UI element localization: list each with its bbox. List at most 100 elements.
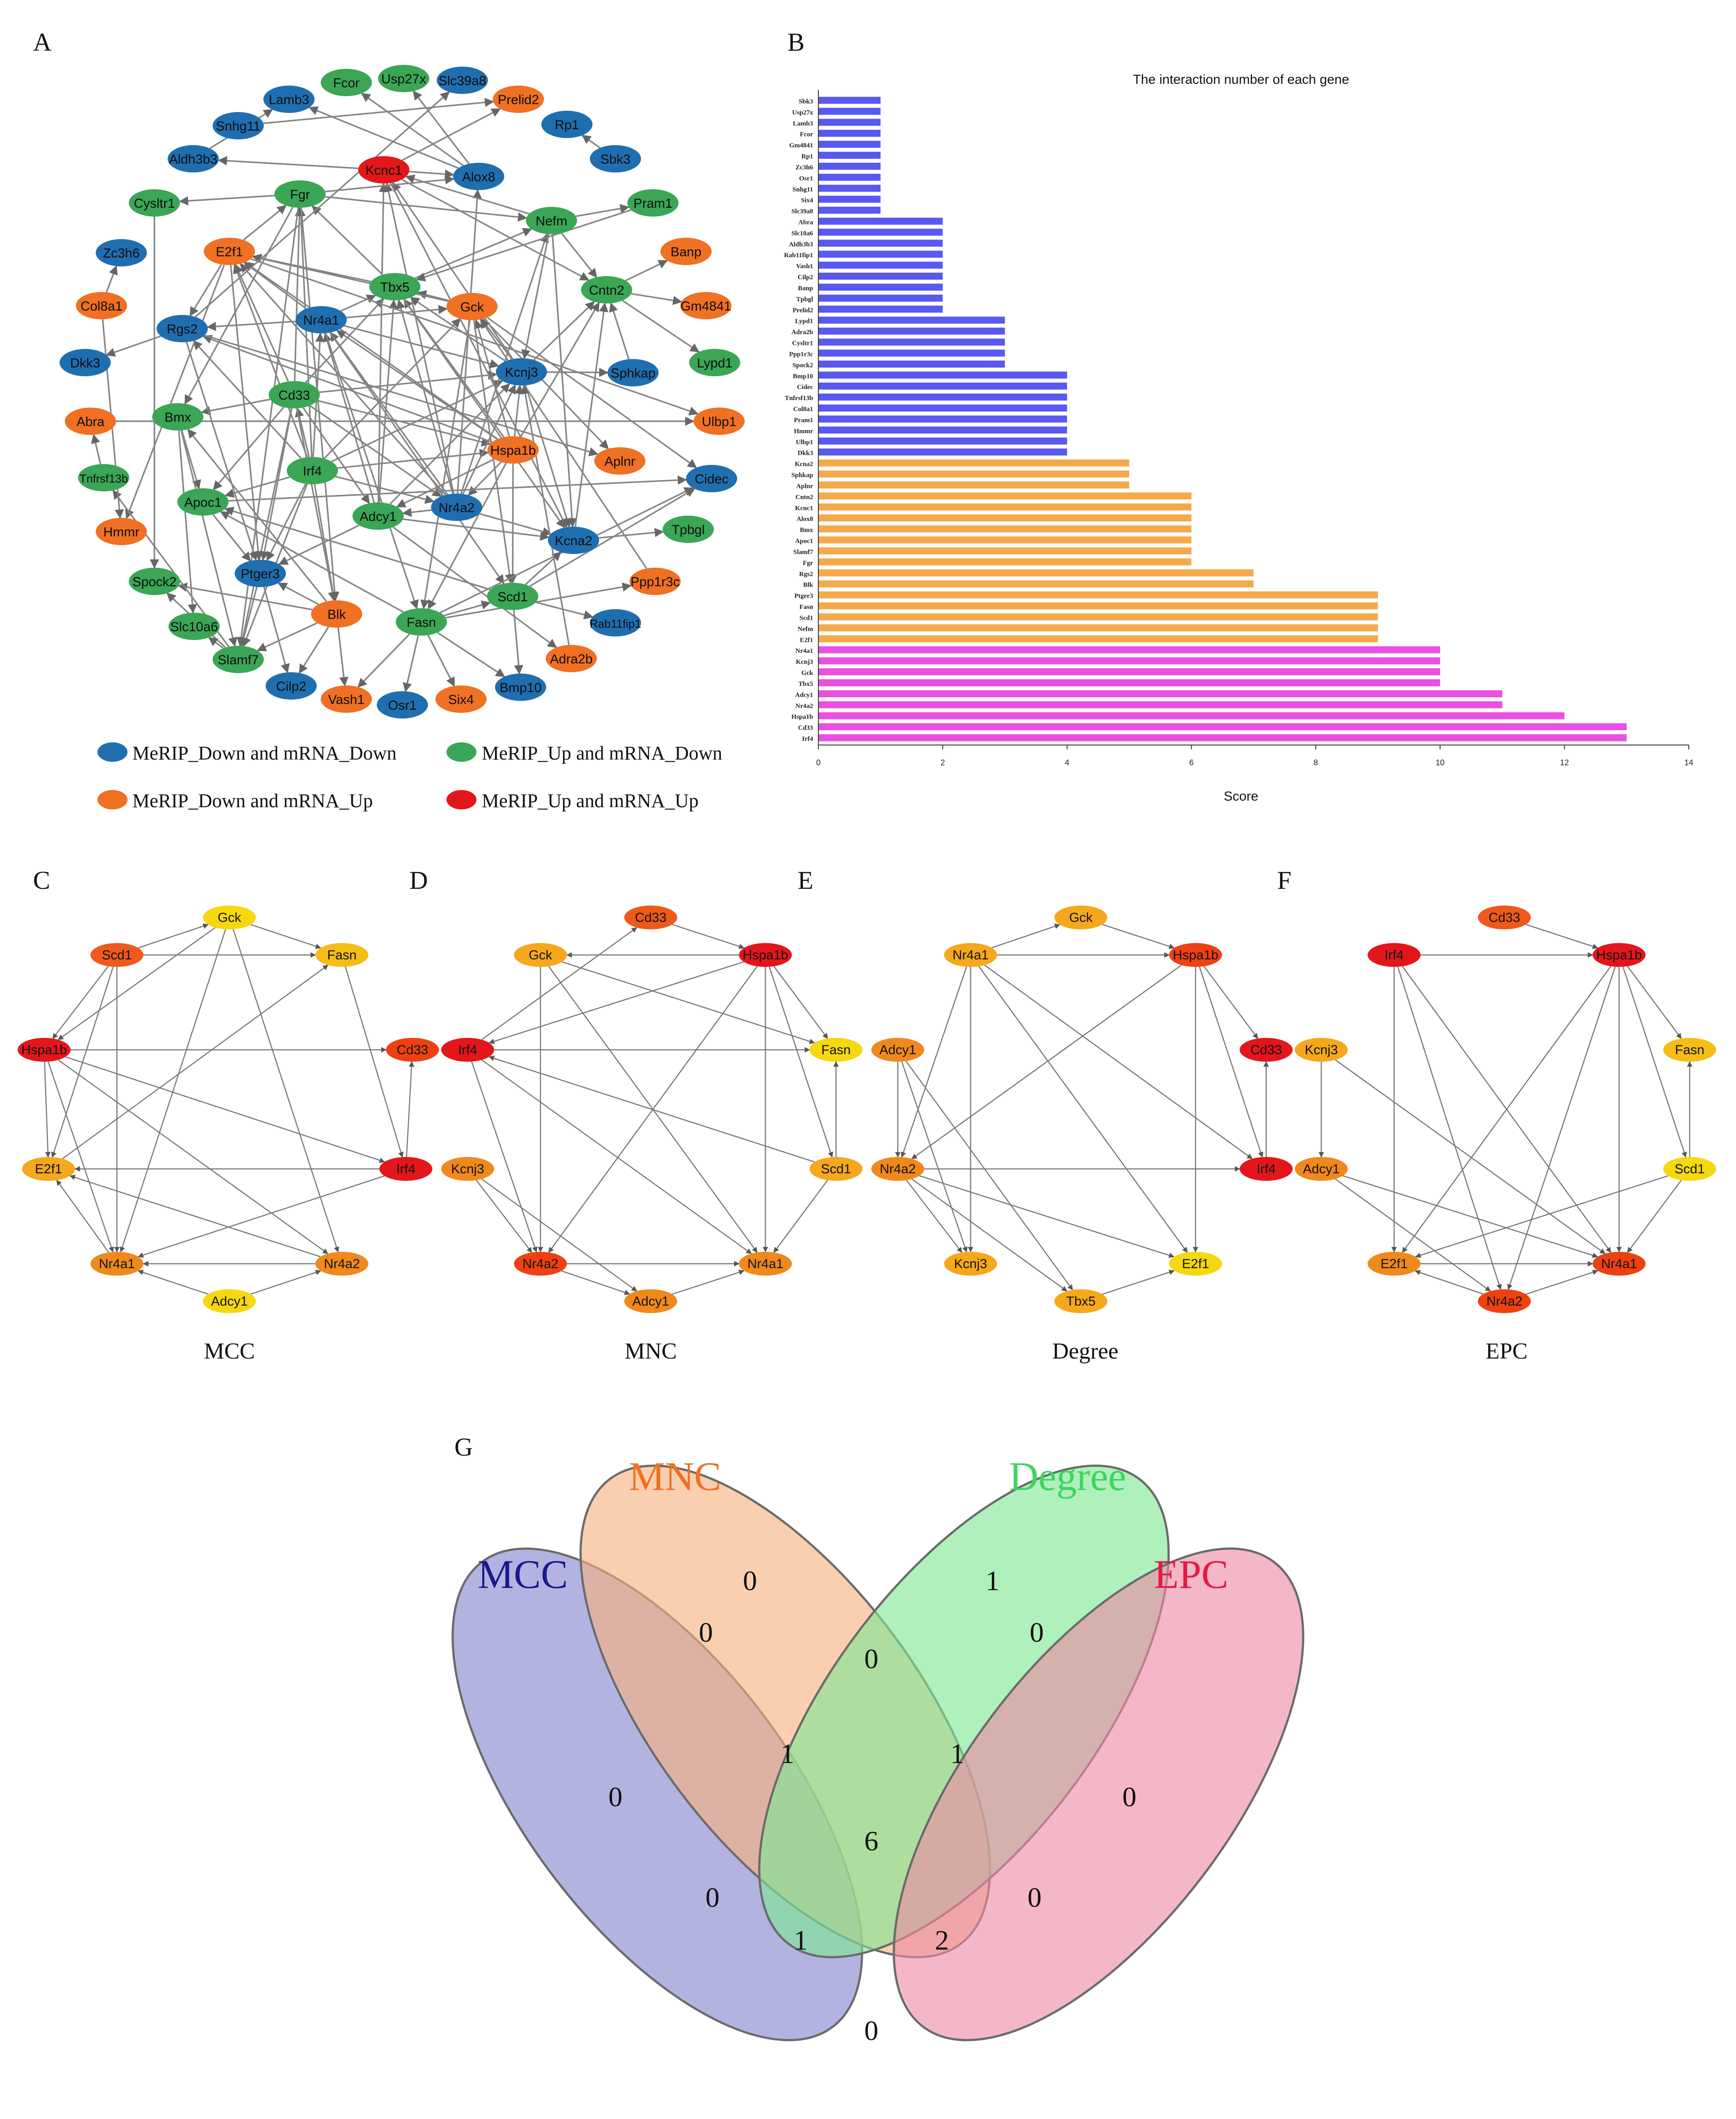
legend-swatch-down-up bbox=[97, 790, 127, 809]
subnetwork-edge bbox=[1627, 966, 1682, 1039]
network-a-edge bbox=[330, 332, 448, 495]
bar-label-e2f1: E2f1 bbox=[800, 636, 813, 644]
network-a-node-scd1: Scd1 bbox=[487, 583, 538, 610]
bar-label-slc39a8: Slc39a8 bbox=[791, 208, 813, 215]
network-a-node-label: Cilp2 bbox=[276, 679, 306, 694]
bar-cysltr1 bbox=[818, 338, 1005, 346]
subnetwork-node-nr4a1: Nr4a1 bbox=[90, 1252, 143, 1276]
network-a-edge bbox=[256, 622, 318, 651]
subnetwork-node-shape bbox=[1663, 1038, 1716, 1062]
subnetwork-edge bbox=[47, 1061, 114, 1253]
subnetwork-edge bbox=[69, 1175, 321, 1258]
subnetwork-edge bbox=[769, 966, 833, 1158]
network-a-node-label: Hspa1b bbox=[490, 443, 536, 458]
subnetwork-node-adcy1: Adcy1 bbox=[203, 1289, 256, 1313]
network-a-node-osr1: Osr1 bbox=[377, 691, 428, 719]
network-a-edge bbox=[296, 206, 313, 457]
network-a-edge bbox=[195, 91, 450, 318]
bar-label-slamf7: Slamf7 bbox=[793, 549, 814, 556]
subnetwork-node-nr4a1: Nr4a1 bbox=[944, 943, 997, 967]
network-a-node-label: Adra2b bbox=[550, 652, 593, 666]
subnetwork-edge bbox=[56, 1179, 109, 1253]
network-a-edge bbox=[427, 462, 507, 610]
x-tick-label: 4 bbox=[1065, 758, 1069, 767]
bar-label-blk: Blk bbox=[803, 582, 813, 589]
subnetwork-node-cd33: Cd33 bbox=[1478, 906, 1531, 929]
network-a-node-shape bbox=[311, 600, 362, 628]
network-a-node-zc3h6: Zc3h6 bbox=[96, 239, 147, 266]
network-a-node-label: Bmp10 bbox=[499, 681, 541, 695]
bar-fgr bbox=[818, 558, 1192, 565]
network-a-edge bbox=[260, 408, 292, 561]
bar-rgs2 bbox=[818, 569, 1254, 577]
network-a-edge bbox=[377, 182, 388, 503]
subnetwork-edge bbox=[1342, 1175, 1598, 1258]
bar-alox8 bbox=[818, 514, 1192, 522]
bar-vash1 bbox=[818, 262, 943, 269]
bar-label-bmp10: Bmp10 bbox=[793, 373, 813, 380]
network-a-edge bbox=[278, 524, 360, 565]
bar-kcna2 bbox=[818, 459, 1129, 467]
network-a-edge bbox=[277, 582, 319, 605]
network-a-edge bbox=[178, 430, 197, 614]
bar-label-kcnc1: Kcnc1 bbox=[795, 505, 813, 512]
network-a-node-shape bbox=[663, 516, 714, 543]
subnetwork-edge bbox=[901, 1061, 968, 1253]
network-a-edge bbox=[521, 234, 550, 359]
network-a-edge bbox=[177, 582, 313, 610]
network-a-node-lypd1: Lypd1 bbox=[689, 349, 740, 376]
bar-label-cidec: Cidec bbox=[797, 384, 813, 391]
bar-label-rab11fip1: Rab11fip1 bbox=[784, 252, 813, 259]
network-a-node-shape bbox=[493, 86, 544, 113]
network-a-edge bbox=[220, 511, 404, 613]
subnetwork-edge bbox=[488, 961, 744, 1044]
network-a-node-kcnc1: Kcnc1 bbox=[358, 156, 409, 183]
subnetwork-node-label: Nr4a2 bbox=[1486, 1294, 1522, 1309]
subnetwork-edge bbox=[1414, 1269, 1484, 1295]
bar-label-ppp1r3c: Ppp1r3c bbox=[789, 351, 814, 358]
bar-lypd1 bbox=[818, 316, 1005, 324]
network-a-edge bbox=[581, 135, 601, 149]
bar-label-tpbgl: Tpbgl bbox=[796, 296, 813, 303]
network-a-edge bbox=[206, 320, 296, 331]
network-a-node-gm4841: Gm4841 bbox=[680, 292, 731, 319]
subnetwork-node-label: Hspa1b bbox=[1596, 948, 1642, 962]
bar-label-kcnj3: Kcnj3 bbox=[796, 659, 813, 666]
subnetwork-node-label: Irf4 bbox=[458, 1043, 477, 1057]
bar-label-vash1: Vash1 bbox=[796, 263, 813, 270]
venn-count-mcc-mnc-epc: 2 bbox=[935, 1924, 949, 1956]
network-a-node-adra2b: Adra2b bbox=[546, 645, 597, 672]
x-tick-label: 0 bbox=[816, 758, 821, 767]
subnetwork-edge bbox=[44, 1061, 51, 1158]
subnetwork-edge bbox=[905, 1060, 1073, 1291]
subnetwork-degree: Gck Hspa1b Cd33 Irf4 E2f1 Tbx5 Kcnj3 Nr4a2 Adcy1… bbox=[871, 906, 1293, 1364]
network-a-node-rab11fip1: Rab11fip1 bbox=[590, 609, 641, 636]
network-a-edge bbox=[228, 475, 687, 502]
subnetwork-node-label: Adcy1 bbox=[879, 1043, 916, 1057]
bar-label-bmx: Bmx bbox=[800, 527, 814, 534]
bar-tpbgl bbox=[818, 294, 943, 302]
network-a-edge bbox=[91, 434, 101, 464]
venn-count-mnc-epc: 0 bbox=[1027, 1882, 1042, 1913]
subnetwork-node-label: Kcnj3 bbox=[954, 1257, 987, 1271]
bar-pram1 bbox=[818, 416, 1067, 423]
subnetwork-node-shape bbox=[1240, 1038, 1293, 1062]
subnetwork-edge bbox=[120, 929, 226, 1253]
network-a-edge bbox=[443, 600, 491, 617]
subnetwork-node-nr4a2: Nr4a2 bbox=[315, 1252, 368, 1276]
legend-swatch-up-down bbox=[446, 742, 476, 762]
venn-count-degree-epc: 0 bbox=[1030, 1617, 1044, 1648]
network-a-edge bbox=[392, 526, 557, 648]
subnetwork-node-label: Scd1 bbox=[102, 948, 132, 962]
network-a-node-shape bbox=[60, 349, 111, 376]
subnetwork-node-label: Nr4a2 bbox=[880, 1162, 916, 1176]
bar-lamb3 bbox=[818, 119, 881, 126]
network-a-node-blk: Blk bbox=[311, 600, 362, 628]
network-a-node-label: Tpbgl bbox=[671, 523, 705, 537]
subnetwork-node-shape bbox=[1240, 1157, 1293, 1181]
network-a-edge bbox=[263, 97, 494, 124]
subnetwork-node-nr4a1: Nr4a1 bbox=[1593, 1252, 1646, 1276]
network-a-node-six4: Six4 bbox=[435, 685, 487, 713]
subnetwork-node-cd33: Cd33 bbox=[386, 1038, 439, 1062]
subnetwork-edge bbox=[232, 929, 339, 1253]
